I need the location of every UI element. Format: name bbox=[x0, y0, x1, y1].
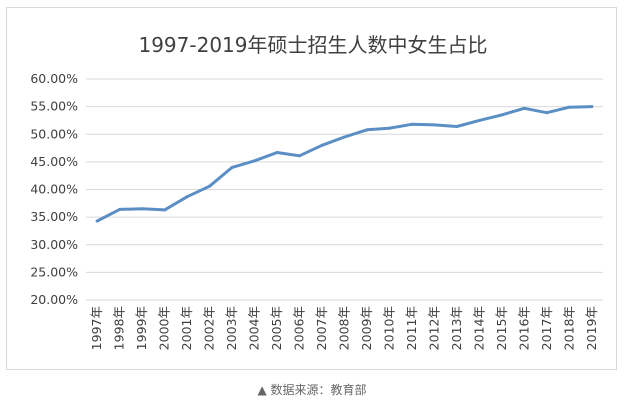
y-tick-label: 30.00% bbox=[30, 237, 78, 252]
y-tick-label: 40.00% bbox=[30, 182, 78, 197]
x-tick-label: 2016年 bbox=[516, 306, 531, 350]
x-tick-label: 2006年 bbox=[292, 306, 307, 350]
data-point bbox=[477, 118, 481, 122]
x-tick-label: 1997年 bbox=[89, 306, 104, 350]
data-point bbox=[500, 113, 504, 117]
data-point bbox=[275, 150, 279, 154]
data-point bbox=[455, 125, 459, 129]
x-tick-label: 2008年 bbox=[337, 306, 352, 350]
x-tick-label: 1998年 bbox=[112, 306, 127, 350]
gridlines bbox=[86, 78, 603, 301]
y-tick-label: 60.00% bbox=[30, 71, 78, 86]
data-point bbox=[230, 165, 234, 169]
line-chart: 1997-2019年硕士招生人数中女生占比 20.00% 25.00% 30.00%… bbox=[30, 33, 603, 350]
x-tick-label: 2010年 bbox=[381, 306, 396, 350]
x-tick-label: 2017年 bbox=[539, 306, 554, 350]
x-tick-label: 2019年 bbox=[584, 306, 599, 350]
series-line bbox=[95, 105, 594, 223]
y-tick-label: 35.00% bbox=[30, 209, 78, 224]
y-tick-label: 20.00% bbox=[30, 292, 78, 307]
data-point bbox=[567, 105, 571, 109]
x-tick-label: 2011年 bbox=[404, 306, 419, 350]
data-point bbox=[118, 207, 122, 211]
data-point bbox=[320, 143, 324, 147]
y-axis-tick-labels: 20.00% 25.00% 30.00% 35.00% 40.00% 45.00% 50.0… bbox=[30, 71, 78, 307]
y-tick-label: 50.00% bbox=[30, 126, 78, 141]
data-point bbox=[253, 159, 257, 163]
data-point bbox=[185, 195, 189, 199]
data-point bbox=[432, 123, 436, 127]
x-tick-label: 2014年 bbox=[471, 306, 486, 350]
data-point bbox=[140, 207, 144, 211]
data-point bbox=[522, 106, 526, 110]
x-tick-label: 2003年 bbox=[224, 306, 239, 350]
chart-frame: 1997-2019年硕士招生人数中女生占比 20.00% 25.00% 30.00%… bbox=[6, 7, 617, 370]
x-tick-label: 2012年 bbox=[426, 306, 441, 350]
series-layer bbox=[95, 105, 594, 223]
x-axis-tick-labels: 1997年 1998年 1999年 2000年 2001年 2002年 2003年 2004年… bbox=[89, 306, 599, 350]
data-point bbox=[95, 219, 99, 223]
x-tick-label: 2005年 bbox=[269, 306, 284, 350]
data-point bbox=[590, 105, 594, 109]
data-point bbox=[343, 135, 346, 139]
data-point bbox=[410, 122, 414, 126]
y-tick-label: 25.00% bbox=[30, 264, 78, 279]
y-tick-label: 55.00% bbox=[30, 99, 78, 114]
data-point bbox=[545, 111, 549, 115]
x-tick-label: 2004年 bbox=[247, 306, 262, 350]
data-point bbox=[163, 208, 167, 212]
data-point bbox=[387, 126, 391, 130]
x-tick-label: 2015年 bbox=[494, 306, 509, 350]
data-point bbox=[298, 154, 302, 158]
y-tick-label: 45.00% bbox=[30, 154, 78, 169]
data-point bbox=[208, 184, 212, 188]
x-tick-label: 2009年 bbox=[359, 306, 374, 350]
x-tick-label: 2018年 bbox=[561, 306, 576, 350]
x-tick-label: 2013年 bbox=[449, 306, 464, 350]
data-point bbox=[365, 128, 369, 132]
x-tick-label: 2001年 bbox=[179, 306, 194, 350]
chart-title: 1997-2019年硕士招生人数中女生占比 bbox=[138, 33, 487, 57]
x-tick-label: 2007年 bbox=[314, 306, 329, 350]
source-note: ▲ 数据来源：教育部 bbox=[257, 383, 367, 397]
x-tick-label: 1999年 bbox=[134, 306, 149, 350]
x-tick-label: 2000年 bbox=[157, 306, 172, 350]
x-tick-label: 2002年 bbox=[202, 306, 217, 350]
